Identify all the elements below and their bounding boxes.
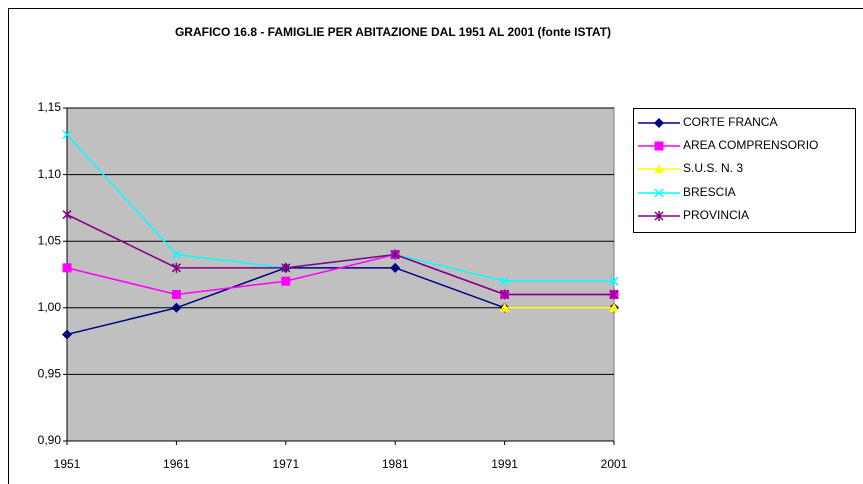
marker xyxy=(500,276,510,286)
legend-label: PROVINCIA xyxy=(683,208,749,222)
y-tick-label: 1,05 xyxy=(38,233,62,247)
marker xyxy=(654,118,664,128)
marker xyxy=(171,289,181,299)
x-tick-label: 1951 xyxy=(54,457,81,471)
marker xyxy=(171,302,182,313)
x-tick-label: 1971 xyxy=(272,457,299,471)
marker xyxy=(171,249,181,260)
marker xyxy=(499,302,510,312)
marker xyxy=(390,249,400,260)
marker xyxy=(654,164,664,173)
marker xyxy=(609,276,619,286)
marker xyxy=(500,289,510,300)
y-tick-label: 1,00 xyxy=(38,300,62,314)
marker xyxy=(609,289,619,300)
marker xyxy=(654,141,664,151)
marker xyxy=(654,188,664,198)
marker xyxy=(609,302,619,312)
marker xyxy=(62,130,72,140)
series-line xyxy=(66,213,614,296)
marker xyxy=(654,211,664,221)
marker xyxy=(62,263,72,273)
plot-area xyxy=(66,107,615,442)
marker xyxy=(390,262,401,273)
y-tick-label: 1,10 xyxy=(38,167,62,181)
legend-label: AREA COMPRENSORIO xyxy=(683,138,818,152)
marker xyxy=(171,262,181,273)
marker xyxy=(281,276,291,286)
marker xyxy=(62,329,72,340)
x-tick-label: 2001 xyxy=(601,457,628,471)
marker xyxy=(281,262,291,273)
y-tick-label: 0,90 xyxy=(38,433,62,447)
legend-label: BRESCIA xyxy=(683,185,736,199)
y-tick-label: 1,15 xyxy=(38,100,62,114)
x-tick-label: 1981 xyxy=(382,457,409,471)
legend-label: S.U.S. N. 3 xyxy=(683,161,743,175)
x-tick-label: 1961 xyxy=(163,457,190,471)
marker xyxy=(62,209,72,220)
y-tick-label: 0,95 xyxy=(38,367,62,381)
x-tick-label: 1991 xyxy=(491,457,518,471)
legend-label: CORTE FRANCA xyxy=(683,115,777,129)
legend-box xyxy=(633,108,856,233)
chart-title: GRAFICO 16.8 - FAMIGLIE PER ABITAZIONE D… xyxy=(175,25,611,39)
